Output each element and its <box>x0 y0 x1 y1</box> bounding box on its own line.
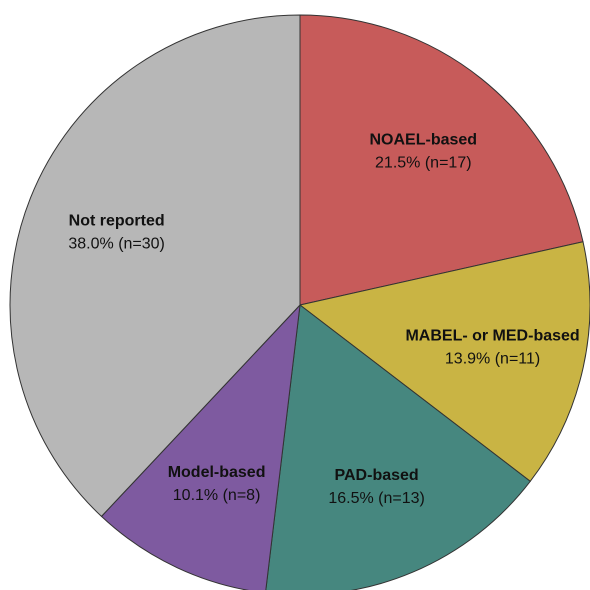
pie-slice <box>9 14 301 518</box>
pie-slice <box>298 241 590 483</box>
pie-slice <box>299 14 584 306</box>
slice-label: PAD-based <box>335 467 419 484</box>
slice-value-label: 10.1% (n=8) <box>173 487 261 504</box>
slice-value-label: 38.0% (n=30) <box>68 236 165 253</box>
pie-slice <box>100 303 301 590</box>
pie-slice <box>265 304 531 590</box>
slice-value-label: 13.9% (n=11) <box>445 351 540 368</box>
slice-label: MABEL- or MED-based <box>405 328 579 345</box>
slice-value-label: 16.5% (n=13) <box>328 490 425 507</box>
slice-label: Model-based <box>168 464 266 481</box>
slice-label: Not reported <box>69 213 165 230</box>
slice-value-label: 21.5% (n=17) <box>375 154 472 171</box>
slice-label: NOAEL-based <box>370 131 478 148</box>
